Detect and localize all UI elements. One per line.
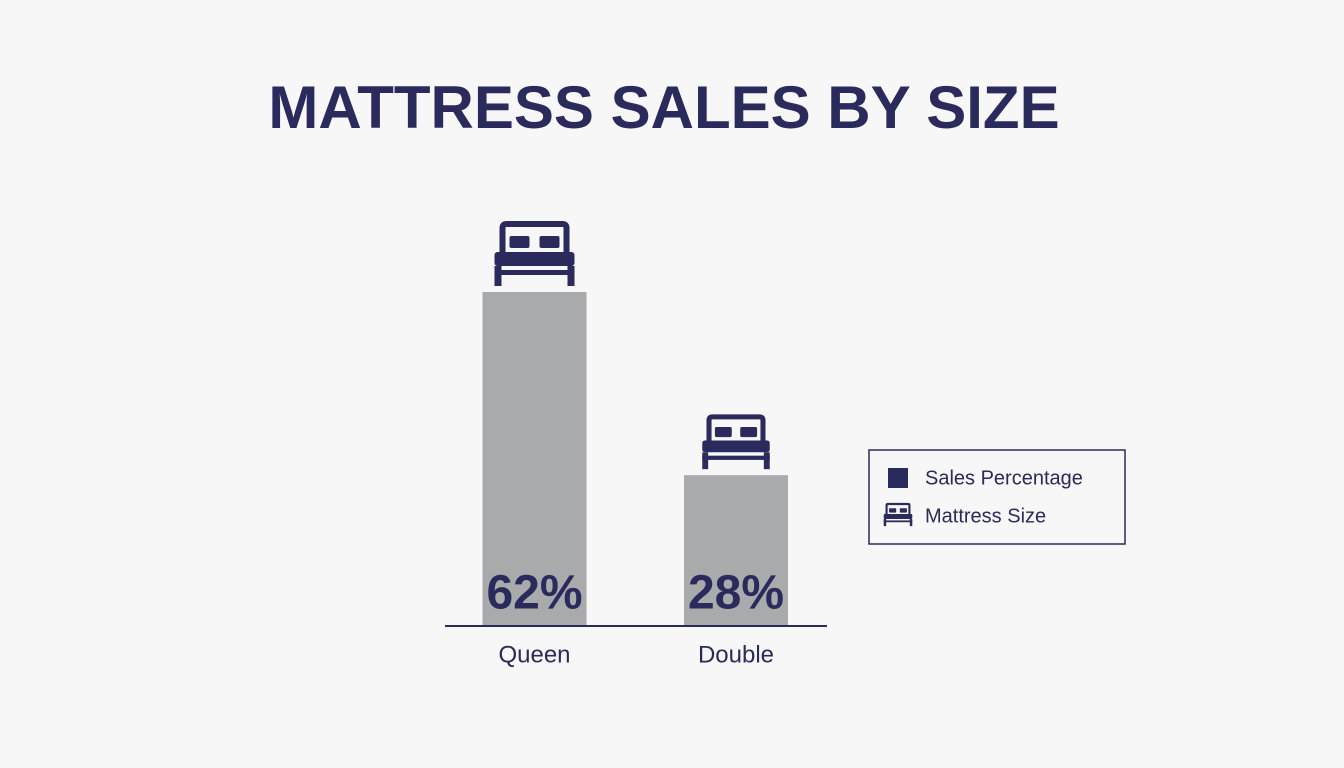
value-label: 28%	[688, 567, 784, 620]
bed-leg	[909, 519, 913, 527]
bed-leg	[702, 452, 709, 470]
bed-mattress	[883, 514, 913, 519]
legend-label: Mattress Size	[925, 505, 1046, 527]
bed-rail	[702, 455, 770, 460]
bed-headboard	[499, 221, 570, 254]
chart-title: MATTRESS SALES BY SIZE	[268, 74, 1059, 141]
bed-leg	[567, 266, 575, 286]
bed-pillow	[509, 236, 530, 248]
bed-rail	[883, 520, 913, 523]
bed-icon	[494, 221, 575, 286]
bed-rail	[494, 270, 575, 275]
bed-pillow	[539, 236, 560, 248]
bed-pillow	[889, 508, 897, 513]
legend-box	[868, 449, 1126, 545]
legend-swatch	[888, 468, 908, 488]
legend-label: Sales Percentage	[925, 467, 1083, 489]
x-tick-label: Double	[698, 641, 774, 668]
bed-headboard	[885, 502, 911, 515]
bar	[684, 475, 788, 626]
bed-icon	[883, 502, 913, 527]
bar	[482, 292, 587, 626]
bed-icon	[702, 414, 770, 470]
bed-pillow	[740, 426, 758, 438]
x-tick-label: Queen	[498, 641, 570, 668]
bed-leg	[883, 519, 887, 527]
bed-mattress	[494, 252, 575, 266]
bed-mattress	[702, 440, 770, 453]
bed-pillow	[899, 508, 907, 513]
bed-leg	[494, 266, 502, 286]
bed-pillow	[714, 426, 732, 438]
bed-headboard	[706, 414, 766, 443]
value-label: 62%	[486, 567, 582, 620]
bed-leg	[763, 452, 770, 470]
